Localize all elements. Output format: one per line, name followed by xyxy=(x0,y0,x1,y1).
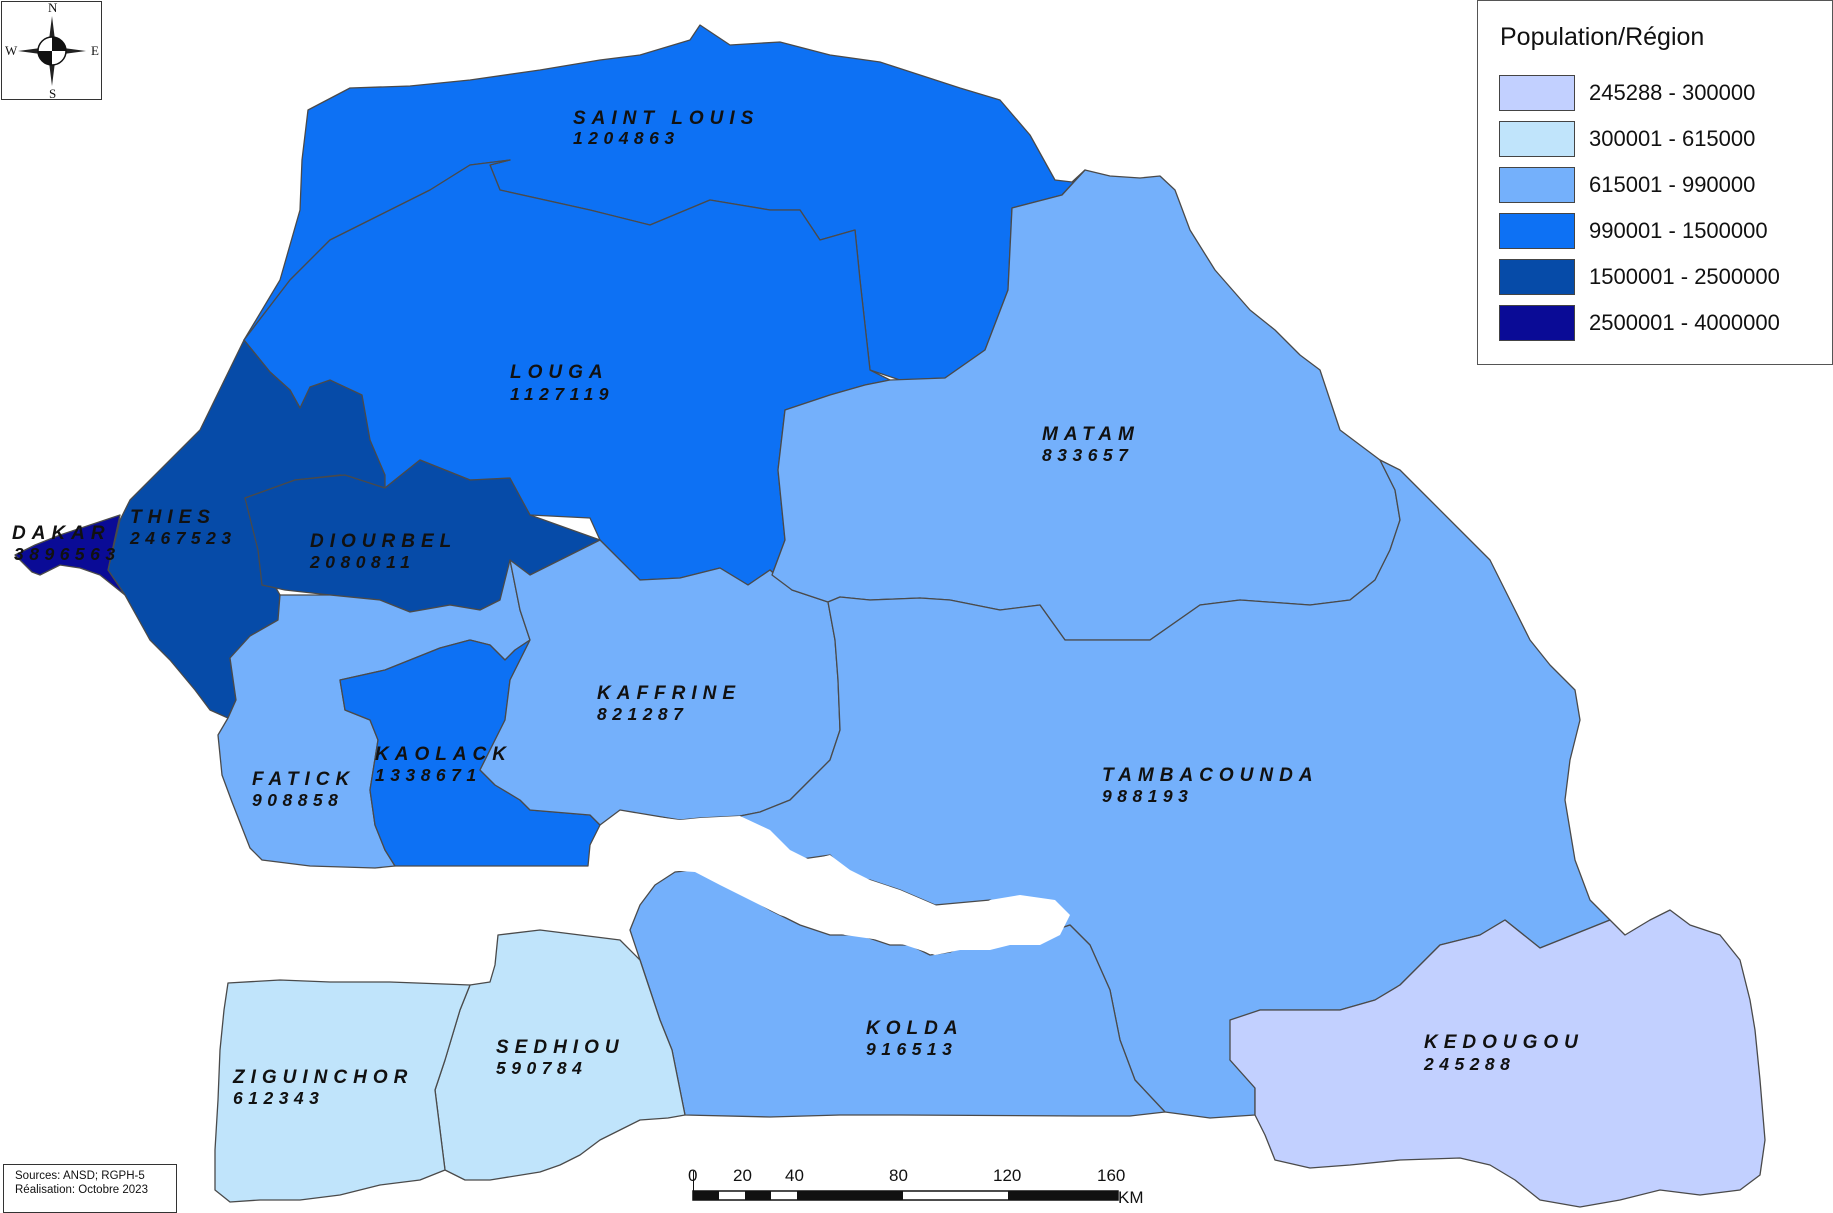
label-kaolack-name: KAOLACK xyxy=(375,744,512,765)
label-thies-name: THIES xyxy=(130,507,216,528)
scale-tick-label: 80 xyxy=(889,1166,908,1185)
label-kolda-pop: 916513 xyxy=(866,1039,957,1059)
label-kaffrine-pop: 821287 xyxy=(597,704,688,724)
scale-unit: KM xyxy=(1118,1188,1144,1207)
legend-label: 245288 - 300000 xyxy=(1589,80,1756,105)
label-kaffrine-name: KAFFRINE xyxy=(597,683,741,704)
label-diourbel-name: DIOURBEL xyxy=(310,531,457,552)
label-dakar-pop: 3896563 xyxy=(14,544,121,564)
scale-bar: 0 20 40 80 120 160 KM xyxy=(688,1166,1148,1208)
region-ziguinchor[interactable] xyxy=(214,979,471,1203)
label-saint-louis-pop: 1204863 xyxy=(573,128,680,148)
legend-label: 1500001 - 2500000 xyxy=(1589,264,1780,289)
legend-row: 990001 - 1500000 xyxy=(1499,213,1829,251)
label-ziguinchor-name: ZIGUINCHOR xyxy=(232,1067,413,1088)
region-dakar[interactable] xyxy=(14,514,126,596)
scale-tick-label: 160 xyxy=(1097,1166,1126,1185)
scale-tick-label: 0 xyxy=(688,1166,698,1185)
legend-swatch xyxy=(1499,167,1575,203)
sources-box: Sources: ANSD; RGPH-5 Réalisation: Octob… xyxy=(3,1164,177,1213)
scale-tick-label: 120 xyxy=(993,1166,1022,1185)
scale-bar-graphic xyxy=(692,1171,1119,1201)
label-fatick-pop: 908858 xyxy=(252,790,343,810)
legend-row: 1500001 - 2500000 xyxy=(1499,259,1829,297)
label-kolda-name: KOLDA xyxy=(866,1018,964,1039)
label-tambacounda-pop: 988193 xyxy=(1102,786,1193,806)
label-kaolack-pop: 1338671 xyxy=(375,765,482,785)
label-louga-pop: 1127119 xyxy=(510,384,614,404)
label-sedhiou-pop: 590784 xyxy=(496,1058,587,1078)
legend-label: 300001 - 615000 xyxy=(1589,126,1756,151)
legend-label: 990001 - 1500000 xyxy=(1589,218,1768,243)
sources-line: Sources: ANSD; RGPH-5 xyxy=(15,1170,145,1182)
compass-rose-icon xyxy=(18,16,86,86)
legend-label: 2500001 - 4000000 xyxy=(1589,310,1780,335)
legend-swatch xyxy=(1499,75,1575,111)
legend-row: 2500001 - 4000000 xyxy=(1499,305,1829,343)
legend-swatch xyxy=(1499,213,1575,249)
gambia-gap xyxy=(590,815,1070,955)
label-tambacounda-name: TAMBACOUNDA xyxy=(1102,765,1319,786)
label-kedougou-name: KEDOUGOU xyxy=(1424,1032,1584,1053)
label-thies-pop: 2467523 xyxy=(129,528,237,548)
label-louga-name: LOUGA xyxy=(510,362,609,383)
label-dakar-name: DAKAR xyxy=(12,523,111,544)
legend-row: 300001 - 615000 xyxy=(1499,121,1829,159)
legend-title: Population/Région xyxy=(1500,23,1705,51)
label-fatick-name: FATICK xyxy=(252,769,355,790)
label-saint-louis-name: SAINT LOUIS xyxy=(573,108,759,129)
legend-label: 615001 - 990000 xyxy=(1589,172,1756,197)
legend-swatch xyxy=(1499,305,1575,341)
production-date-line: Réalisation: Octobre 2023 xyxy=(15,1184,148,1196)
legend-swatch xyxy=(1499,259,1575,295)
scale-tick-label: 20 xyxy=(733,1166,752,1185)
label-ziguinchor-pop: 612343 xyxy=(233,1088,324,1108)
label-sedhiou-name: SEDHIOU xyxy=(496,1037,625,1058)
region-kedougou[interactable] xyxy=(1229,909,1766,1208)
label-kedougou-pop: 245288 xyxy=(1423,1054,1515,1074)
compass-south: S xyxy=(49,86,57,101)
label-matam-name: MATAM xyxy=(1042,424,1140,445)
compass-north: N xyxy=(48,0,58,15)
compass-east: E xyxy=(91,43,99,58)
legend-row: 245288 - 300000 xyxy=(1499,75,1829,113)
legend: Population/Région 245288 - 300000 300001 … xyxy=(1477,0,1833,365)
legend-swatch xyxy=(1499,121,1575,157)
label-diourbel-pop: 2080811 xyxy=(309,552,415,572)
legend-row: 615001 - 990000 xyxy=(1499,167,1829,205)
compass-west: W xyxy=(5,43,18,58)
scale-tick-label: 40 xyxy=(785,1166,804,1185)
label-matam-pop: 833657 xyxy=(1042,445,1133,465)
region-labels: SAINT LOUIS 1204863 LOUGA 1127119 MATAM … xyxy=(12,108,1584,1108)
compass-rose: N S W E xyxy=(1,0,102,101)
